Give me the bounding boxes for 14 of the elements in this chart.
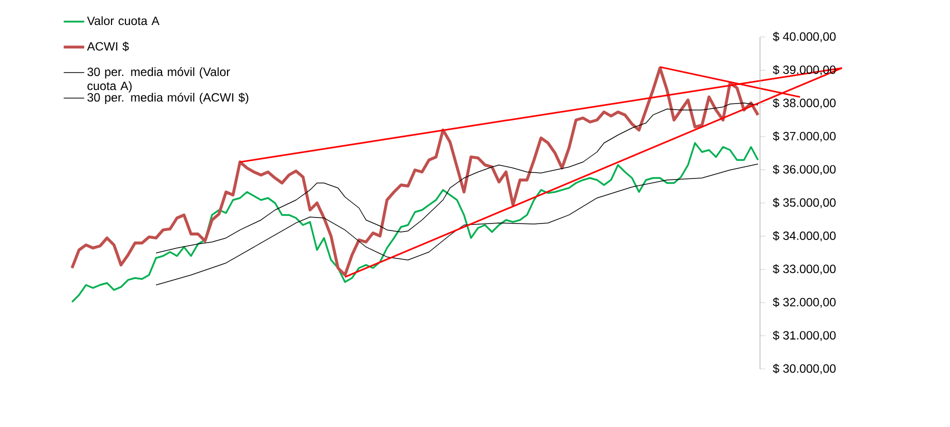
- legend-label: 30 per. media móvil (ACWI $): [87, 92, 248, 104]
- legend-label: 30 per. media móvil (Valor cuota A): [87, 67, 230, 92]
- y-tick-label: $ 35.000,00: [772, 198, 836, 208]
- y-tick-label: $ 32.000,00: [772, 297, 836, 308]
- y-tick-label: $ 31.000,00: [772, 330, 836, 341]
- legend-label: Valor cuota A: [87, 16, 160, 26]
- y-tick-label: $ 34.000,00: [772, 230, 836, 242]
- y-tick-label: $ 40.000,00: [772, 32, 836, 42]
- y-tick-label: $ 33.000,00: [772, 264, 836, 275]
- y-tick-label: $ 38.000,00: [772, 98, 836, 109]
- y-tick-label: $ 30.000,00: [772, 364, 836, 374]
- y-tick-label: $ 36.000,00: [772, 164, 836, 175]
- legend-label: ACWI $: [87, 42, 129, 52]
- y-tick-label: $ 37.000,00: [772, 131, 836, 142]
